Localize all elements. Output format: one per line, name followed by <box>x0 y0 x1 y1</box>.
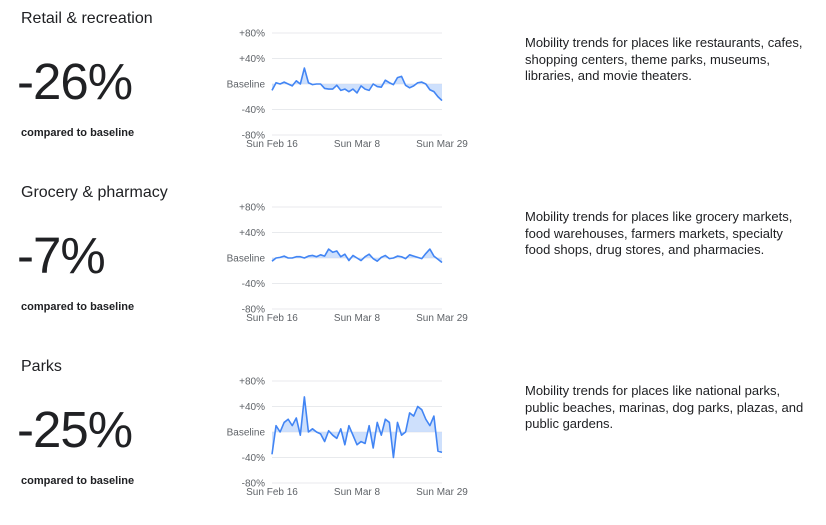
x-tick-label: Sun Feb 16 <box>246 139 298 150</box>
section-retail-recreation: Retail & recreation -26% compared to bas… <box>0 0 826 172</box>
trend-line <box>271 396 443 459</box>
x-tick-label: Sun Mar 29 <box>416 313 468 324</box>
trend-chart: +80% +40% Baseline -40% -80%Sun Feb 16 Sun Ma… <box>227 29 469 151</box>
percent-change: -7% <box>17 227 106 284</box>
category-description: Mobility trends for places like restaura… <box>525 35 803 83</box>
category-title: Retail & recreation <box>21 10 153 27</box>
section-grocery-pharmacy: Grocery & pharmacy -7% compared to basel… <box>0 174 826 346</box>
y-tick-label: Baseline <box>227 428 266 439</box>
x-tick-label: Sun Mar 29 <box>416 139 468 150</box>
x-tick-label: Sun Mar 8 <box>334 139 381 150</box>
baseline-caption: compared to baseline <box>21 475 135 487</box>
y-tick-label: +80% <box>239 203 265 214</box>
x-tick-label: Sun Mar 8 <box>334 313 381 324</box>
percent-change: -25% <box>17 401 133 458</box>
category-title: Parks <box>21 358 62 375</box>
percent-change: -26% <box>17 53 133 110</box>
y-tick-label: +40% <box>239 402 265 413</box>
y-tick-label: +40% <box>239 228 265 239</box>
baseline-caption: compared to baseline <box>21 301 135 313</box>
trend-chart: +80% +40% Baseline -40% -80%Sun Feb 16 Sun Ma… <box>227 377 469 499</box>
category-title: Grocery & pharmacy <box>21 184 168 201</box>
y-tick-label: Baseline <box>227 80 266 91</box>
baseline-caption: compared to baseline <box>21 127 135 139</box>
trend-line <box>271 248 443 264</box>
category-description: Mobility trends for places like grocery … <box>525 209 793 257</box>
category-description: Mobility trends for places like national… <box>525 383 804 431</box>
x-tick-label: Sun Mar 29 <box>416 487 468 498</box>
deviation-area <box>272 68 442 101</box>
x-tick-label: Sun Mar 8 <box>334 487 381 498</box>
deviation-area <box>272 249 442 263</box>
deviation-area <box>272 396 442 458</box>
y-tick-label: +40% <box>239 54 265 65</box>
y-tick-label: -40% <box>242 279 265 290</box>
y-tick-label: -40% <box>242 105 265 116</box>
x-tick-label: Sun Feb 16 <box>246 313 298 324</box>
section-parks: Parks -25% compared to baseline +80% +40%… <box>0 348 826 520</box>
y-tick-label: -40% <box>242 453 265 464</box>
trend-chart: +80% +40% Baseline -40% -80%Sun Feb 16 Sun Ma… <box>227 203 469 325</box>
y-tick-label: Baseline <box>227 254 266 265</box>
trend-line <box>271 67 443 102</box>
y-tick-label: -80% <box>242 305 265 316</box>
y-tick-label: +80% <box>239 377 265 388</box>
y-tick-label: -80% <box>242 479 265 490</box>
y-tick-label: +80% <box>239 29 265 40</box>
y-tick-label: -80% <box>242 131 265 142</box>
x-tick-label: Sun Feb 16 <box>246 487 298 498</box>
